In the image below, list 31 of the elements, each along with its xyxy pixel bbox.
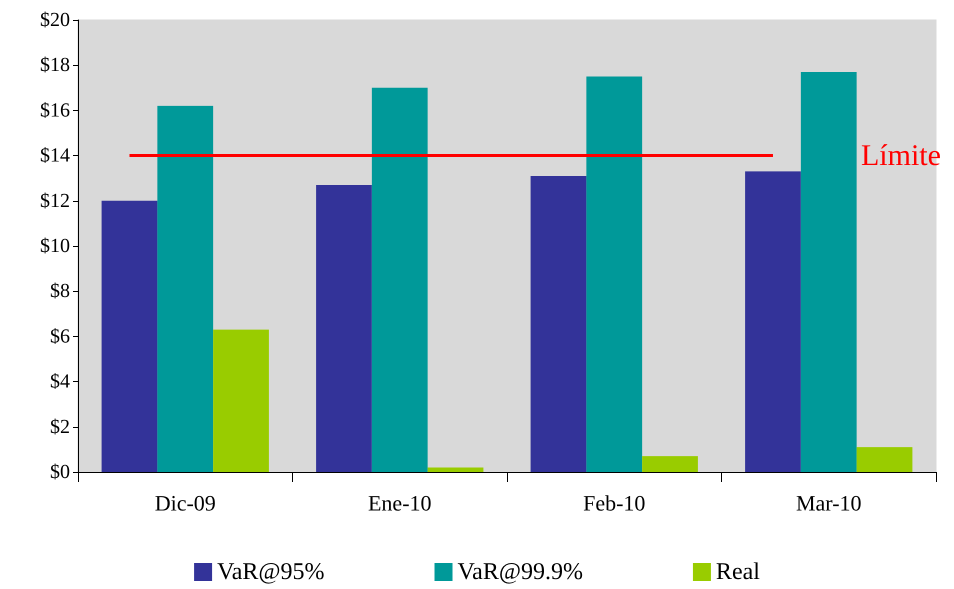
bar (530, 176, 586, 472)
y-tick-label: $2 (50, 416, 70, 438)
x-tick-label: Ene-10 (368, 490, 432, 516)
y-tick-label: $12 (40, 190, 70, 212)
bar (745, 171, 801, 472)
y-tick-label: $20 (40, 9, 70, 31)
bar (800, 72, 857, 472)
y-tick-label: $16 (40, 99, 70, 122)
y-tick-label: $6 (50, 325, 70, 348)
y-tick-label: $10 (40, 235, 70, 257)
bar (316, 184, 372, 472)
y-tick-label: $8 (50, 280, 70, 302)
x-tick-label: Mar-10 (796, 490, 862, 516)
bar (586, 76, 642, 472)
y-tick-label: $14 (40, 144, 70, 167)
legend-label: Real (716, 559, 760, 585)
bar (856, 447, 912, 472)
bar (157, 106, 214, 472)
bar (102, 200, 158, 472)
bar (428, 467, 484, 472)
x-tick-label: Feb-10 (583, 490, 646, 516)
bar (372, 88, 428, 472)
y-tick-label: $18 (40, 54, 70, 76)
legend-label: VaR@95% (217, 559, 325, 585)
y-tick-label: $4 (50, 370, 70, 393)
x-tick-label: Dic-09 (154, 490, 216, 516)
ref-line-label: Límite (860, 139, 941, 172)
y-tick-label: $0 (50, 461, 70, 483)
legend-label: VaR@99.9% (458, 559, 583, 585)
bar (642, 456, 698, 472)
bar (213, 330, 269, 472)
